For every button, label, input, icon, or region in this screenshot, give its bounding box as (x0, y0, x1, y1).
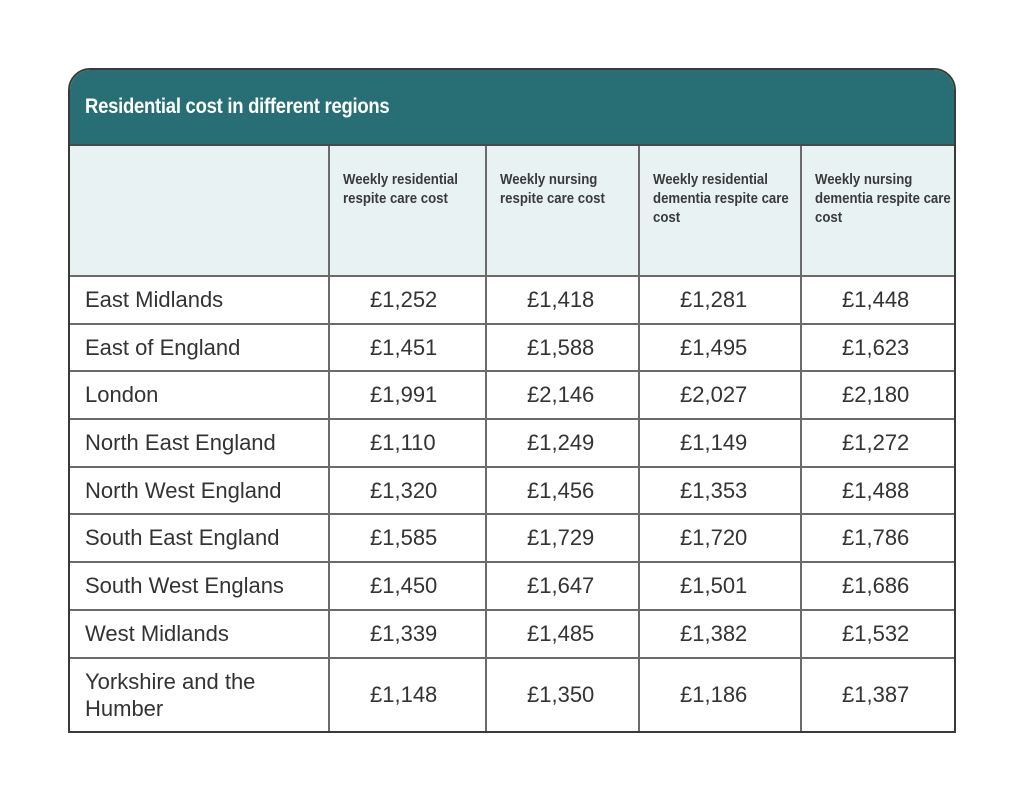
regional-cost-table: Weekly residential respite care cost Wee… (70, 146, 954, 731)
cost-cell: £1,252 (328, 275, 487, 325)
cost-cell: £1,485 (485, 608, 640, 659)
table-row: East of England £1,451 £1,588 £1,495 £1,… (70, 322, 954, 373)
table-row: South East England £1,585 £1,729 £1,720 … (70, 513, 954, 564)
cost-cell: £1,456 (485, 465, 640, 516)
cost-table-card: Residential cost in different regions We… (68, 68, 956, 733)
cost-cell: £1,786 (800, 513, 954, 564)
cost-cell: £1,585 (328, 513, 487, 564)
column-header-nursing-dementia: Weekly nursing dementia respite care cos… (800, 146, 954, 277)
column-header-residential-dementia: Weekly residential dementia respite care… (638, 146, 802, 277)
region-cell: London (70, 370, 330, 421)
cost-cell: £1,647 (485, 561, 640, 611)
region-cell: North East England (70, 418, 330, 468)
cost-cell: £1,451 (328, 322, 487, 373)
cost-cell: £2,180 (800, 370, 954, 421)
cost-cell: £1,588 (485, 322, 640, 373)
table-title-bar: Residential cost in different regions (70, 70, 954, 146)
table-title: Residential cost in different regions (85, 95, 390, 118)
cost-cell: £1,488 (800, 465, 954, 516)
cost-cell: £1,382 (638, 608, 802, 659)
region-cell: Yorkshire and the Humber (70, 656, 330, 731)
table-row: Yorkshire and the Humber £1,148 £1,350 £… (70, 656, 954, 731)
cost-cell: £1,501 (638, 561, 802, 611)
cost-cell: £1,448 (800, 275, 954, 325)
cost-cell: £1,350 (485, 656, 640, 731)
cost-cell: £1,450 (328, 561, 487, 611)
cost-cell: £1,991 (328, 370, 487, 421)
table-row: East Midlands £1,252 £1,418 £1,281 £1,44… (70, 275, 954, 325)
cost-cell: £1,149 (638, 418, 802, 468)
column-header-nursing: Weekly nursing respite care cost (485, 146, 640, 277)
cost-cell: £1,320 (328, 465, 487, 516)
cost-cell: £1,418 (485, 275, 640, 325)
region-cell: East of England (70, 322, 330, 373)
cost-cell: £1,686 (800, 561, 954, 611)
cost-cell: £1,623 (800, 322, 954, 373)
region-cell: East Midlands (70, 275, 330, 325)
region-cell: South West Englans (70, 561, 330, 611)
header-row: Weekly residential respite care cost Wee… (70, 146, 954, 277)
cost-cell: £2,027 (638, 370, 802, 421)
cost-cell: £1,249 (485, 418, 640, 468)
region-cell: South East England (70, 513, 330, 564)
cost-cell: £1,387 (800, 656, 954, 731)
cost-cell: £1,532 (800, 608, 954, 659)
cost-cell: £1,339 (328, 608, 487, 659)
cost-cell: £1,353 (638, 465, 802, 516)
cost-cell: £2,146 (485, 370, 640, 421)
cost-cell: £1,495 (638, 322, 802, 373)
table-row: South West Englans £1,450 £1,647 £1,501 … (70, 561, 954, 611)
cost-cell: £1,720 (638, 513, 802, 564)
table-row: London £1,991 £2,146 £2,027 £2,180 (70, 370, 954, 421)
table-row: West Midlands £1,339 £1,485 £1,382 £1,53… (70, 608, 954, 659)
table-row: North East England £1,110 £1,249 £1,149 … (70, 418, 954, 468)
cost-cell: £1,272 (800, 418, 954, 468)
column-header-region (70, 146, 330, 277)
region-cell: West Midlands (70, 608, 330, 659)
cost-cell: £1,186 (638, 656, 802, 731)
cost-cell: £1,729 (485, 513, 640, 564)
cost-cell: £1,148 (328, 656, 487, 731)
cost-cell: £1,281 (638, 275, 802, 325)
column-header-residential: Weekly residential respite care cost (328, 146, 487, 277)
region-cell: North West England (70, 465, 330, 516)
cost-cell: £1,110 (328, 418, 487, 468)
table-row: North West England £1,320 £1,456 £1,353 … (70, 465, 954, 516)
